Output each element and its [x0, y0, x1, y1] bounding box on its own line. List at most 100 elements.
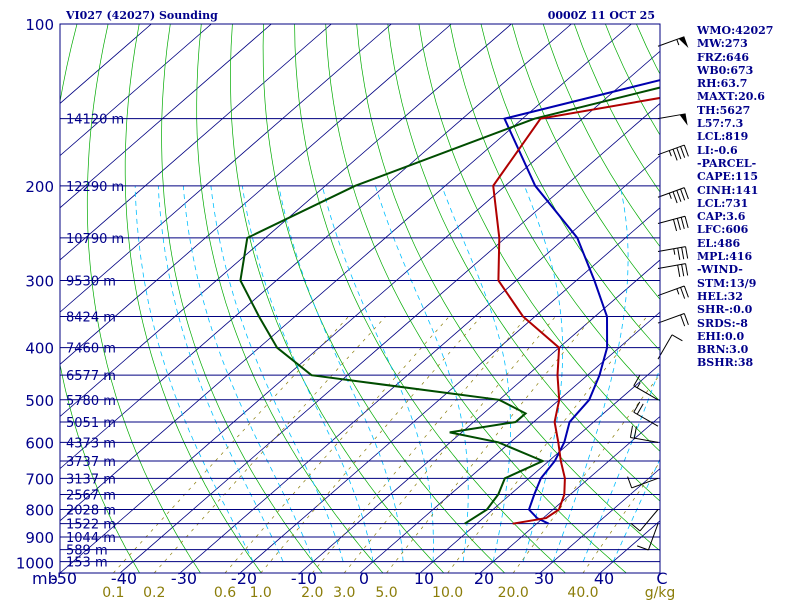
wind-barb-pennant — [678, 36, 689, 48]
plot-frame — [59, 23, 661, 574]
height-label: 153 m — [66, 556, 108, 571]
wind-barb — [636, 523, 659, 551]
stability-index-item: MPL:416 — [697, 250, 753, 264]
wind-barb-flag — [680, 217, 685, 229]
mixing-ratio-label: 0.2 — [143, 585, 165, 600]
mixing-ratio-label: 3.0 — [333, 585, 355, 600]
stability-index-item: WMO:42027 — [697, 24, 774, 37]
pressure-tick-label: 300 — [25, 273, 54, 291]
temperature-tick-label: 20 — [474, 569, 494, 588]
stability-index-item: EL:486 — [697, 236, 741, 250]
height-label: 7460 m — [66, 342, 116, 357]
wind-barb — [657, 313, 689, 327]
pressure-unit-label: mb — [32, 569, 58, 588]
wind-barb-shaft — [639, 509, 659, 532]
wind-barb-flag — [672, 191, 678, 204]
stability-index-item: WB0:673 — [697, 63, 754, 77]
mixing-ratio-label: 20.0 — [498, 585, 529, 600]
wind-barb-flag — [680, 287, 686, 299]
wind-barb-half-flag — [676, 288, 680, 295]
diagram-background-lines — [60, 24, 660, 573]
dry-adiabat-line — [86, 24, 201, 573]
mixing-ratio-unit-label: g/kg — [645, 585, 676, 600]
stability-index-item: -PARCEL- — [697, 156, 757, 170]
moist-adiabat-line — [612, 458, 660, 562]
wind-barb-flag — [683, 144, 689, 157]
stability-index-item: BRN:3.0 — [697, 343, 749, 357]
wind-barb-flag — [676, 147, 682, 160]
temperature-tick-label: 10 — [414, 569, 434, 588]
temperature-tick-label: -20 — [231, 569, 257, 588]
isotherm-line — [359, 311, 660, 573]
temperature-tick-label: -50 — [51, 569, 77, 588]
moist-adiabat-line — [522, 185, 564, 562]
wind-barb — [657, 215, 689, 232]
mixing-ratio-label: 0.6 — [214, 585, 236, 600]
pressure-tick-label: 500 — [25, 392, 54, 410]
sounding-profiles — [239, 79, 660, 525]
wind-barb-flag — [671, 334, 683, 342]
wind-barb-half-flag — [636, 382, 641, 389]
wind-barb-flag — [636, 403, 644, 415]
stability-index-item: MAXT:20.6 — [697, 90, 765, 104]
dry-adiabat-line — [387, 24, 660, 502]
wind-barb-half-flag — [668, 192, 672, 199]
wind-barb-flag — [633, 375, 641, 387]
wind-barb-flag — [672, 149, 678, 161]
sounding-time: 0000Z 11 OCT 25 — [548, 9, 655, 22]
pressure-tick-label: 400 — [25, 340, 54, 358]
isotherm-line — [60, 24, 572, 470]
temperature-tick-label: 30 — [534, 569, 554, 588]
pressure-tick-label: 1000 — [16, 555, 54, 573]
wind-barb-flag — [633, 426, 637, 439]
wind-barb-flag — [677, 247, 681, 260]
dry-adiabat-line — [449, 24, 660, 402]
height-label: 2567 m — [66, 488, 116, 503]
stability-index-item: HEL:32 — [697, 289, 743, 303]
isotherm-line — [419, 363, 660, 573]
wind-barb-half-flag — [676, 39, 680, 46]
wind-barb-shaft — [657, 187, 685, 198]
dry-adiabat-line — [511, 24, 660, 300]
wind-barb-flag — [683, 285, 689, 298]
height-label: 12290 m — [66, 180, 124, 195]
wind-barb-flag — [672, 219, 678, 232]
wind-barb-shaft — [657, 36, 685, 47]
wind-barb-flag — [681, 264, 685, 277]
height-label: 9530 m — [66, 275, 116, 290]
stability-index-item: TH:5627 — [697, 103, 751, 117]
dry-adiabat-line — [294, 24, 566, 573]
isotherm-line — [479, 415, 660, 573]
pressure-tick-label: 100 — [25, 16, 54, 34]
moist-adiabat-line — [182, 185, 314, 562]
mixing-ratio-line — [260, 316, 482, 573]
stability-index-item: STM:13/9 — [697, 276, 757, 290]
height-label: 3737 m — [66, 455, 116, 470]
temperature-tick-label: -10 — [291, 569, 317, 588]
dry-adiabat-line — [262, 24, 505, 573]
stability-index-item: LI:-0.6 — [697, 143, 738, 157]
pressure-tick-label: 200 — [25, 178, 54, 196]
mixing-ratio-line — [512, 373, 660, 573]
dry-adiabat-line — [230, 24, 445, 573]
wind-barb-flag — [681, 247, 685, 260]
pressure-tick-label: 600 — [25, 434, 54, 452]
dewpoint-trace — [239, 86, 660, 525]
height-label: 10790 m — [66, 232, 124, 247]
wind-barb — [657, 263, 689, 277]
stability-index-item: RH:63.7 — [697, 77, 748, 91]
wind-barb-shaft — [657, 113, 686, 120]
wind-barb-shaft — [633, 385, 659, 401]
wind-barb-flag — [627, 476, 633, 489]
wind-barb — [627, 476, 659, 489]
height-label: 8424 m — [66, 310, 116, 325]
stability-index-item: CAPE:115 — [697, 170, 758, 184]
mixing-ratio-label: 1.0 — [250, 585, 272, 600]
isotherm-line — [60, 24, 272, 209]
wind-barb-shaft — [657, 263, 686, 270]
isotherm-line — [239, 207, 660, 573]
mixing-ratio-label: 2.0 — [301, 585, 323, 600]
stability-index-item: FRZ:646 — [697, 50, 750, 64]
wind-barb-flag — [683, 313, 689, 325]
